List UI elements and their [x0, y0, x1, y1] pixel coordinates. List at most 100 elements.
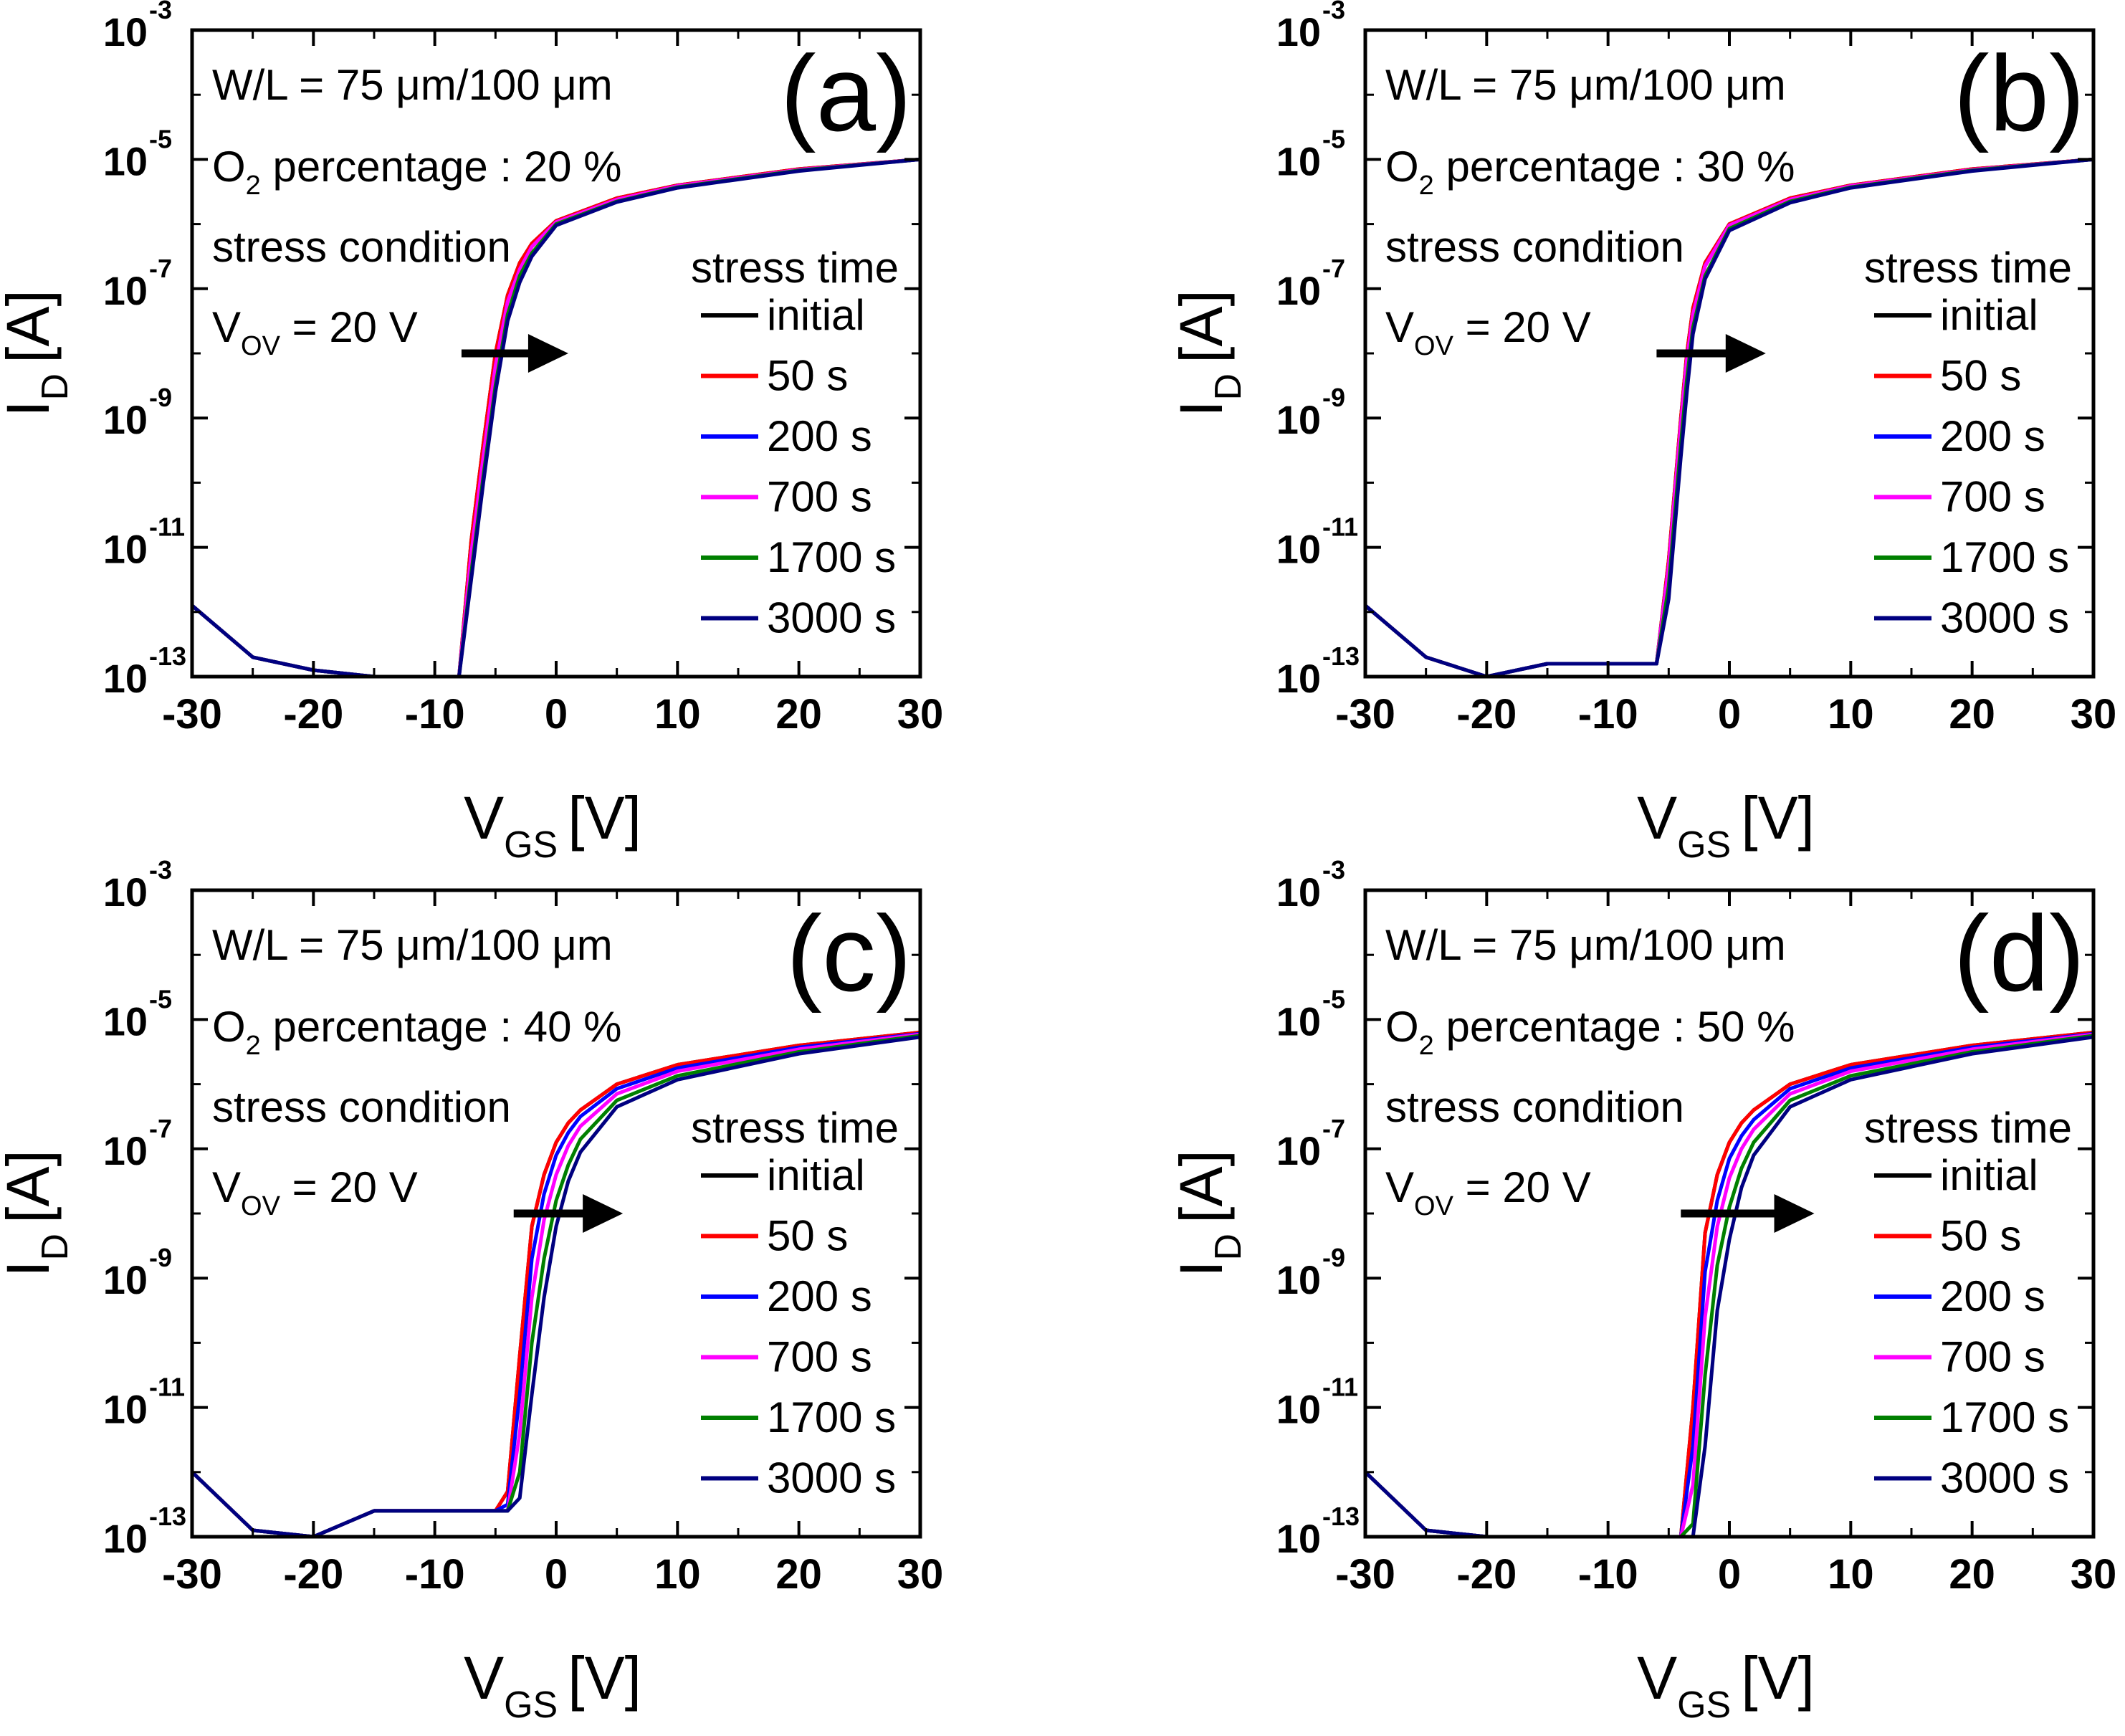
- vov-value: = 20 V: [280, 303, 418, 351]
- y-tick-base: 10: [103, 1128, 148, 1173]
- vov-main: V: [212, 1163, 241, 1211]
- vov-main: V: [1385, 303, 1414, 351]
- legend-label: initial: [767, 1151, 865, 1199]
- y-tick-label: 10: [1276, 1516, 1321, 1561]
- y-tick-base: 10: [1276, 527, 1321, 572]
- x-tick-label: -30: [162, 691, 222, 738]
- x-tick-label: 30: [2071, 691, 2117, 738]
- x-axis-label: VGS [V]: [464, 1644, 641, 1726]
- legend-label: initial: [1940, 1151, 2038, 1199]
- y-label-unit: [A]: [0, 1150, 62, 1224]
- y-tick-label: 10: [103, 527, 148, 572]
- y-tick-base: 10: [103, 998, 148, 1044]
- x-tick-label: 20: [1949, 1551, 1995, 1598]
- y-tick-label: 10: [1276, 1257, 1321, 1302]
- x-label-main: V: [1637, 1644, 1677, 1712]
- panel-label: (d): [1954, 893, 2085, 1014]
- x-label-unit: [V]: [1741, 784, 1815, 852]
- panel-label: (a): [780, 33, 912, 153]
- o2-percent: 40 %: [524, 1003, 622, 1051]
- annotation-vov: VOV = 20 V: [212, 1163, 418, 1221]
- x-axis-label: VGS [V]: [1637, 1644, 1815, 1726]
- legend-label: 3000 s: [1940, 1454, 2069, 1502]
- x-tick-label: 20: [1949, 691, 1995, 738]
- o2-prefix: O: [212, 143, 246, 191]
- panel-label: (b): [1954, 33, 2085, 153]
- series-line-3000s: [1365, 1035, 2093, 1537]
- y-tick-exponent: -5: [1322, 124, 1345, 153]
- y-tick-exp: -5: [149, 124, 172, 153]
- y-tick-exponent: -13: [149, 642, 186, 671]
- y-tick-exp: -11: [149, 512, 185, 542]
- legend-label: 50 s: [767, 1212, 848, 1260]
- y-tick-exp: -3: [149, 0, 172, 24]
- annotation-o2: O2 percentage : 50 %: [1385, 1003, 1795, 1061]
- y-tick-exp: -3: [1322, 855, 1345, 884]
- series-group: [1365, 1030, 2093, 1537]
- legend-label: 1700 s: [767, 1393, 896, 1441]
- y-tick-exp: -11: [1322, 1373, 1358, 1402]
- o2-middle: percentage :: [261, 1003, 524, 1051]
- legend-title: stress time: [1864, 1104, 2072, 1152]
- y-tick-label: 10: [1276, 397, 1321, 442]
- o2-sub: 2: [1419, 171, 1434, 201]
- y-label-main: I: [1167, 400, 1235, 416]
- x-tick-label: 10: [654, 1551, 701, 1598]
- legend-label: 700 s: [1940, 1333, 2045, 1381]
- x-tick-label: 30: [897, 1551, 944, 1598]
- x-tick-label: 20: [775, 1551, 822, 1598]
- legend-label: 700 s: [1940, 473, 2045, 521]
- y-tick-exponent: -7: [1322, 254, 1345, 283]
- o2-middle: percentage :: [1434, 143, 1697, 191]
- legend-label: 1700 s: [1940, 1393, 2069, 1441]
- series-line-200s: [1365, 1031, 2093, 1537]
- y-tick-label: 10: [1276, 1128, 1321, 1173]
- y-tick-label: 10: [1276, 869, 1321, 915]
- x-tick-label: -20: [283, 691, 343, 738]
- x-tick-label: -20: [1456, 1551, 1517, 1598]
- y-label-sub: D: [34, 373, 76, 401]
- y-tick-exp: -7: [149, 254, 172, 283]
- y-tick-exponent: -5: [149, 124, 172, 153]
- y-label-sub: D: [1208, 373, 1249, 401]
- y-tick-exponent: -3: [1322, 855, 1345, 884]
- x-label-main: V: [1637, 784, 1677, 852]
- series-group: [192, 1030, 920, 1537]
- y-tick-exponent: -9: [149, 1243, 172, 1272]
- annotation-stress-condition: stress condition: [1385, 1083, 1684, 1131]
- y-tick-exponent: -11: [149, 1373, 185, 1402]
- y-tick-exp: -3: [149, 855, 172, 884]
- y-label-unit: [A]: [1167, 1150, 1235, 1224]
- series-line-50s: [1365, 1030, 2093, 1537]
- y-axis-label: ID [A]: [1167, 1150, 1249, 1277]
- y-tick-label: 10: [103, 397, 148, 442]
- y-tick-exp: -9: [149, 1243, 172, 1272]
- o2-sub: 2: [1419, 1031, 1434, 1061]
- y-tick-base: 10: [103, 1257, 148, 1302]
- y-tick-exponent: -9: [1322, 1243, 1345, 1272]
- y-tick-exponent: -13: [149, 1502, 186, 1531]
- o2-percent: 30 %: [1697, 143, 1795, 191]
- legend-label: 50 s: [1940, 1212, 2021, 1260]
- x-tick-label: -10: [405, 691, 465, 738]
- y-axis-label-group: ID [A]: [1167, 290, 1249, 417]
- x-label-main: V: [464, 1644, 504, 1712]
- y-tick-exponent: -11: [1322, 1373, 1358, 1402]
- panel-a: -30 -20 -10 0 10 20 3010-1310-1110-910-710-510…: [0, 0, 943, 866]
- y-tick-exponent: -11: [1322, 512, 1358, 542]
- y-tick-exponent: -3: [149, 855, 172, 884]
- legend-title: stress time: [691, 244, 899, 292]
- vov-value: = 20 V: [1453, 1163, 1591, 1211]
- x-tick-label: -30: [1335, 1551, 1395, 1598]
- y-tick-label: 10: [103, 1387, 148, 1432]
- x-tick-label: 30: [2071, 1551, 2117, 1598]
- legend-title: stress time: [691, 1104, 899, 1152]
- x-label-sub: GS: [504, 1684, 558, 1726]
- y-tick-exponent: -7: [149, 1114, 172, 1143]
- y-axis-label: ID [A]: [0, 290, 76, 417]
- o2-percent: 20 %: [524, 143, 622, 191]
- y-tick-exp: -11: [149, 1373, 185, 1402]
- y-tick-exponent: -11: [149, 512, 185, 542]
- y-tick-base: 10: [103, 268, 148, 313]
- legend-label: initial: [767, 291, 865, 339]
